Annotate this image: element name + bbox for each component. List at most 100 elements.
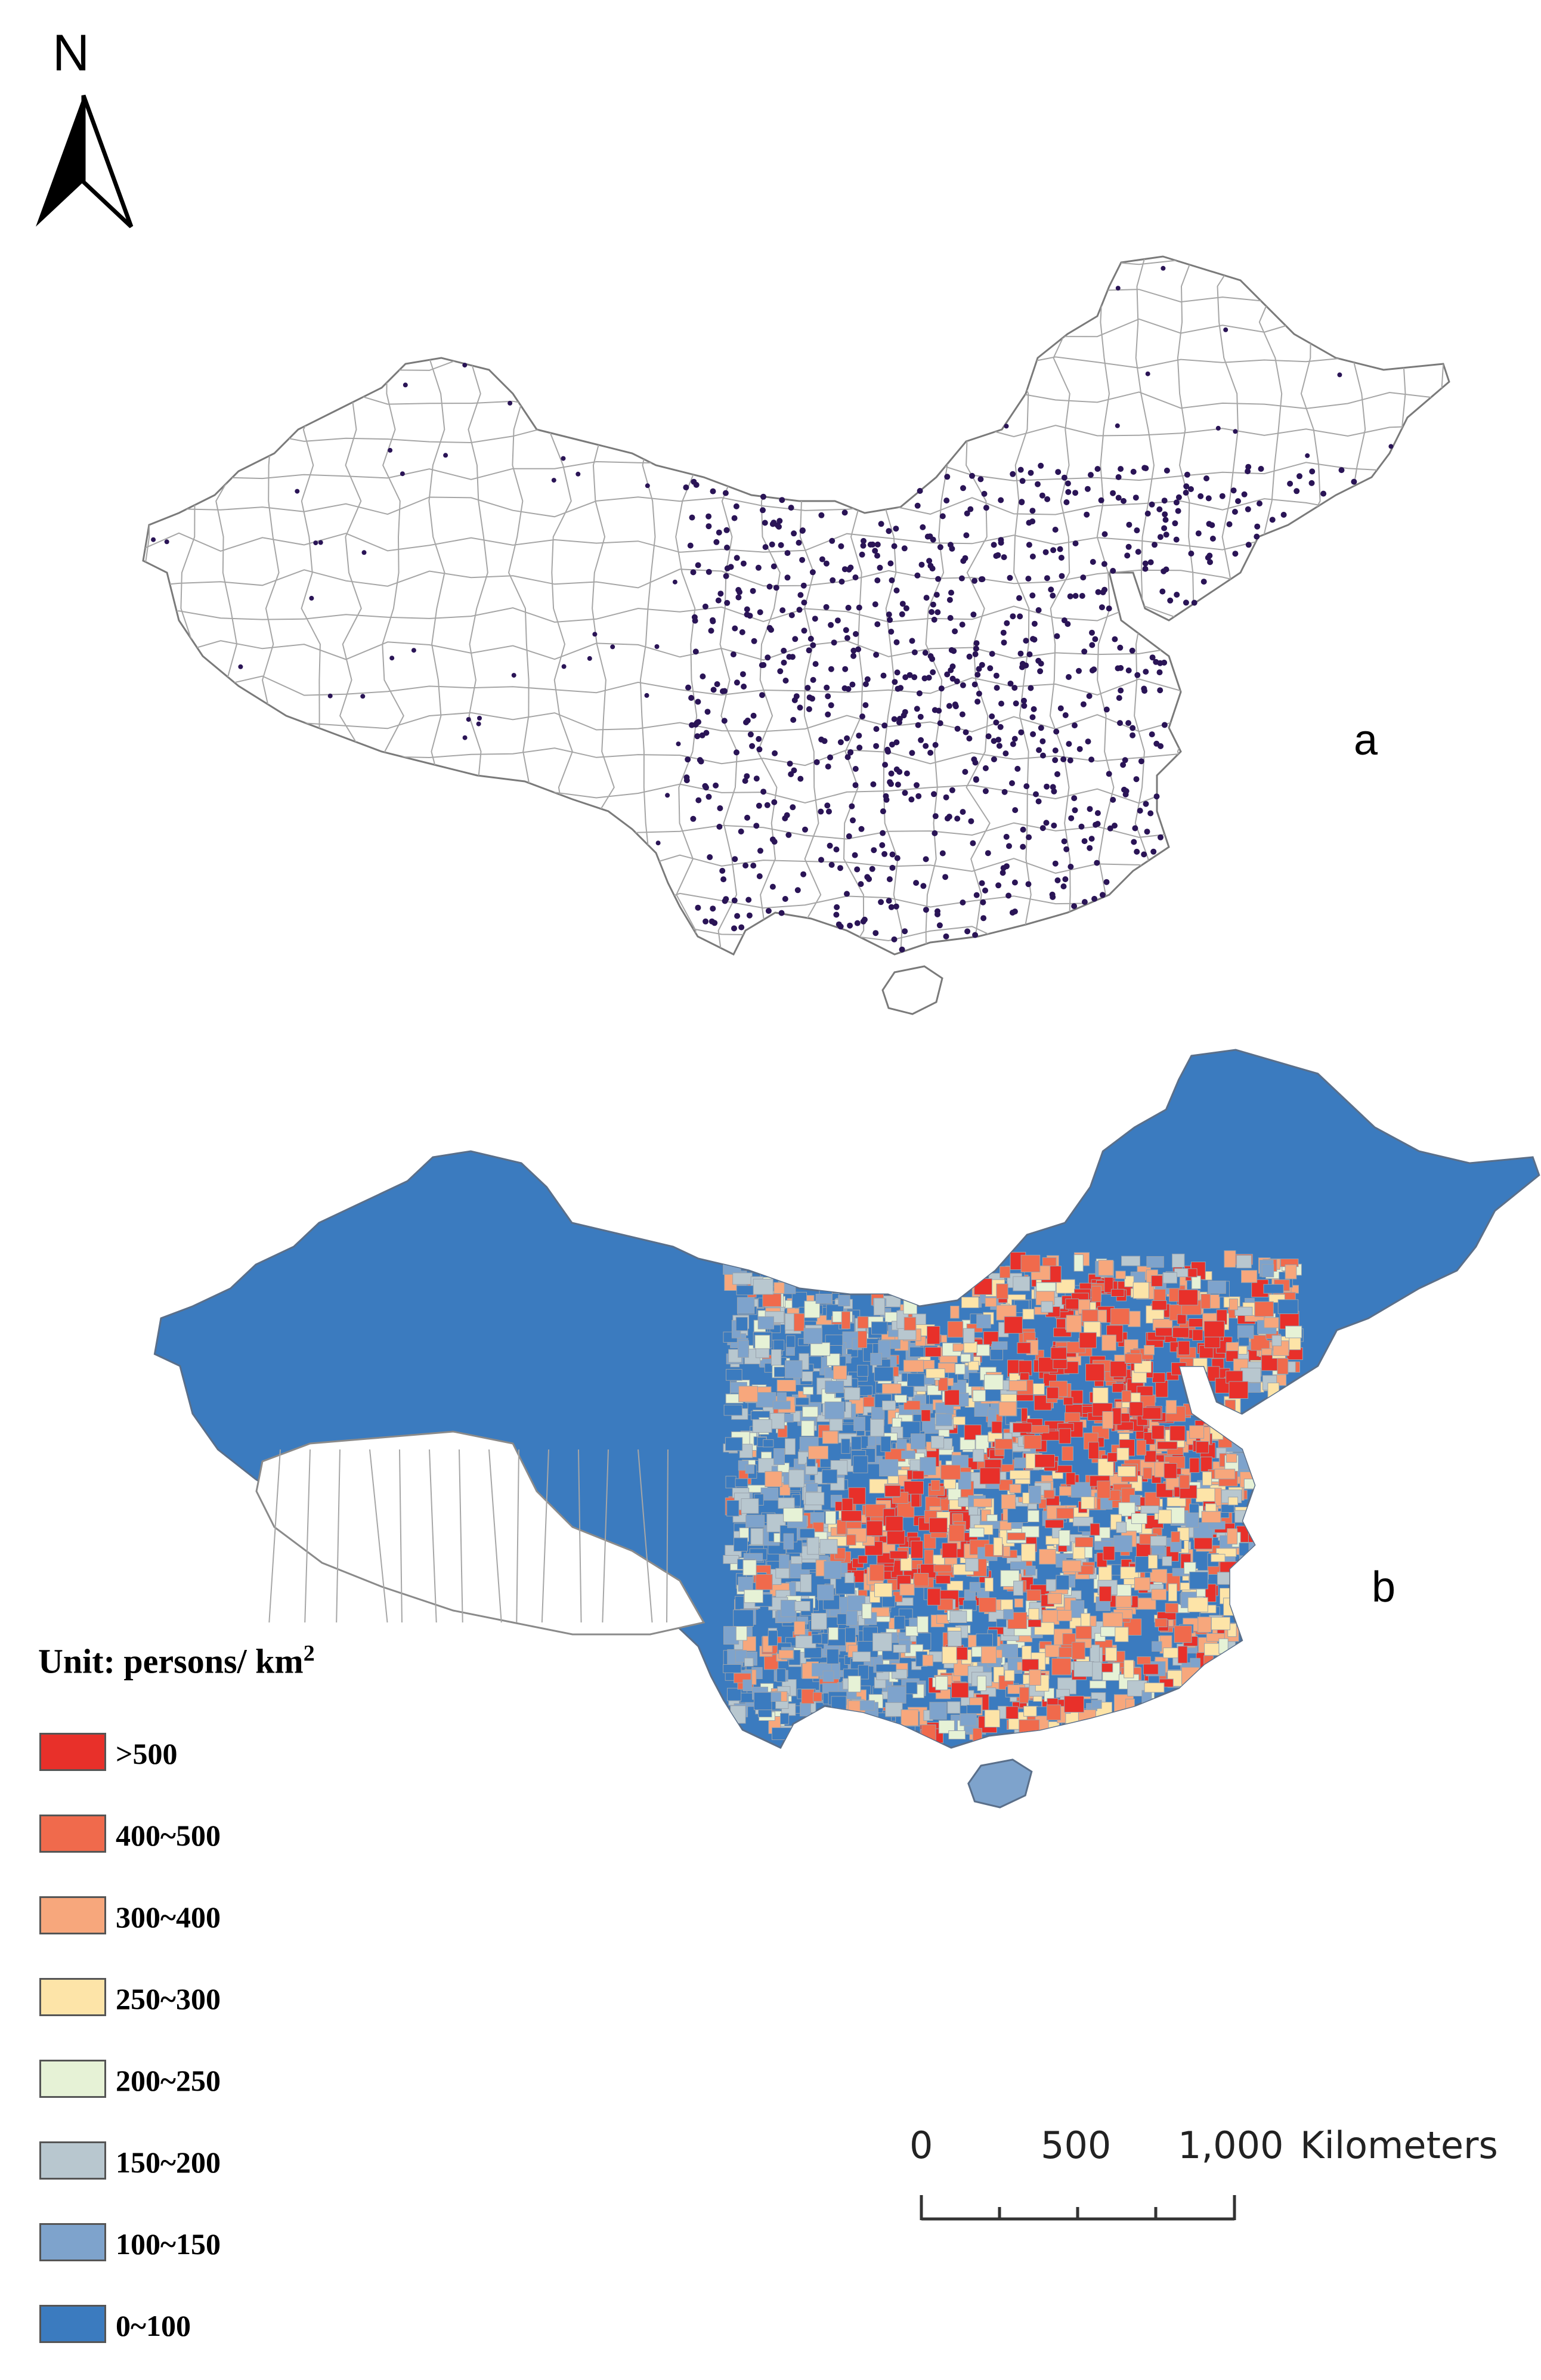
county-point — [1044, 575, 1050, 582]
county-point — [1294, 488, 1300, 494]
county-point — [1098, 497, 1104, 503]
county-point — [1066, 741, 1072, 747]
county-point — [742, 863, 749, 868]
county-point — [969, 472, 975, 479]
county-point — [994, 685, 1000, 691]
county-point — [1184, 471, 1190, 478]
panel-label-a: a — [1354, 716, 1378, 764]
county-point — [1116, 695, 1122, 701]
county-point — [1351, 478, 1357, 485]
density-cell — [901, 1709, 919, 1726]
county-point — [1081, 648, 1088, 655]
county-point — [1087, 845, 1093, 851]
county-point — [944, 671, 951, 678]
county-point — [1134, 527, 1140, 534]
density-cell — [1009, 1484, 1022, 1494]
county-point — [1115, 474, 1122, 480]
density-cell — [1115, 1596, 1132, 1608]
county-point — [896, 719, 902, 726]
county-point — [1308, 480, 1315, 486]
density-cell — [1112, 1408, 1122, 1425]
density-cell — [770, 1412, 785, 1429]
density-cell — [844, 1572, 855, 1583]
county-point — [1101, 561, 1107, 567]
density-cell — [866, 1520, 883, 1537]
county-point — [1010, 471, 1016, 477]
density-cell — [852, 1651, 871, 1662]
county-point — [909, 750, 915, 756]
density-cell — [1131, 1513, 1147, 1524]
density-cell — [1023, 1705, 1038, 1717]
county-point — [954, 678, 960, 685]
density-cell — [929, 1517, 948, 1533]
density-cell — [1189, 1457, 1200, 1473]
county-point — [899, 946, 905, 953]
density-cell — [802, 1406, 818, 1417]
county-point — [923, 743, 929, 749]
county-point — [1068, 815, 1075, 821]
county-point — [731, 897, 738, 904]
county-point — [1269, 517, 1276, 523]
county-point — [766, 583, 773, 590]
county-point — [1029, 714, 1036, 721]
county-point — [1230, 487, 1237, 494]
density-cell — [1117, 1466, 1136, 1477]
county-point — [926, 558, 933, 564]
county-point — [1164, 467, 1170, 474]
density-cell — [1057, 1610, 1072, 1621]
density-cell — [998, 1401, 1017, 1417]
county-point — [806, 706, 812, 712]
county-point — [1167, 597, 1174, 604]
density-cell — [976, 1633, 993, 1647]
county-point — [1055, 469, 1062, 475]
county-point — [985, 733, 992, 740]
density-cell — [803, 1328, 822, 1344]
density-cell — [783, 1507, 803, 1522]
county-point — [964, 510, 970, 517]
county-point — [1158, 834, 1164, 840]
county-point — [938, 685, 945, 692]
county-point — [903, 770, 910, 777]
county-point — [1049, 891, 1056, 898]
county-point — [1296, 473, 1302, 480]
county-point — [698, 758, 704, 765]
county-point — [894, 855, 901, 861]
density-cell — [1285, 1264, 1297, 1279]
density-cell — [1194, 1537, 1212, 1550]
density-cell — [949, 1611, 967, 1624]
county-point — [151, 537, 156, 542]
county-point — [695, 904, 701, 911]
density-cell — [1115, 1271, 1126, 1279]
county-point — [476, 721, 481, 727]
density-cell — [1046, 1387, 1059, 1399]
county-point — [753, 775, 760, 782]
county-point — [929, 609, 935, 615]
county-point — [762, 520, 768, 526]
county-point — [993, 553, 1000, 559]
county-point — [889, 577, 895, 583]
density-cell — [1059, 1647, 1072, 1658]
density-cell — [1062, 1446, 1074, 1461]
density-cell — [993, 1537, 1003, 1556]
density-cell — [817, 1584, 834, 1600]
density-cell — [1091, 1285, 1102, 1302]
county-point — [932, 707, 938, 713]
density-cell — [723, 1664, 742, 1673]
county-point — [784, 812, 790, 818]
county-point — [744, 611, 750, 618]
density-cell — [1115, 1627, 1129, 1642]
county-point — [1062, 876, 1069, 882]
county-point — [834, 904, 840, 910]
county-point — [852, 782, 859, 789]
county-point — [825, 764, 831, 770]
density-cell — [885, 1702, 903, 1717]
county-point — [998, 537, 1004, 543]
county-point — [800, 527, 806, 534]
county-point — [991, 542, 997, 548]
density-cell — [899, 1583, 915, 1596]
county-point — [973, 777, 979, 783]
county-point — [1035, 481, 1041, 487]
county-point — [645, 483, 650, 489]
density-cell — [781, 1600, 797, 1618]
county-point — [743, 719, 749, 725]
